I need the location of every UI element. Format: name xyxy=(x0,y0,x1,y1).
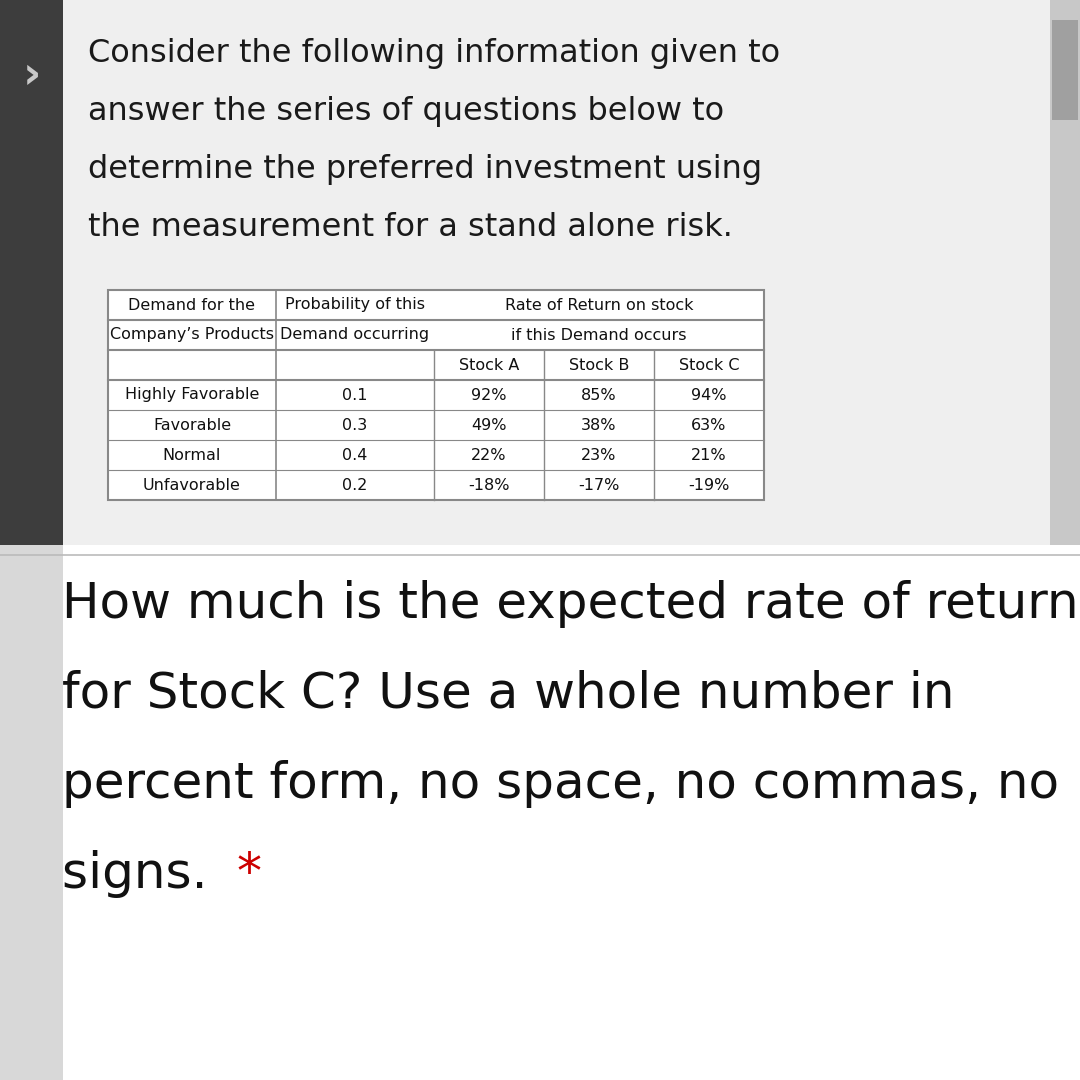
Text: -18%: -18% xyxy=(469,477,510,492)
Text: 38%: 38% xyxy=(581,418,617,432)
Text: Demand for the: Demand for the xyxy=(129,297,256,312)
Bar xyxy=(0,0,1080,545)
Text: 49%: 49% xyxy=(471,418,507,432)
Text: percent form, no space, no commas, no: percent form, no space, no commas, no xyxy=(62,760,1059,808)
Text: Stock A: Stock A xyxy=(459,357,519,373)
Text: Stock B: Stock B xyxy=(569,357,630,373)
Text: 92%: 92% xyxy=(471,388,507,403)
Text: Normal: Normal xyxy=(163,447,221,462)
Text: Stock C: Stock C xyxy=(678,357,739,373)
Text: ›: › xyxy=(23,54,41,96)
Bar xyxy=(0,545,63,1080)
Text: Rate of Return on stock: Rate of Return on stock xyxy=(504,297,693,312)
Text: -19%: -19% xyxy=(688,477,730,492)
Text: 0.3: 0.3 xyxy=(342,418,367,432)
Text: Demand occurring: Demand occurring xyxy=(281,327,430,342)
Text: 0.4: 0.4 xyxy=(342,447,367,462)
Text: Unfavorable: Unfavorable xyxy=(143,477,241,492)
Text: answer the series of questions below to: answer the series of questions below to xyxy=(87,96,724,127)
Text: if this Demand occurs: if this Demand occurs xyxy=(511,327,687,342)
Text: 21%: 21% xyxy=(691,447,727,462)
Text: Highly Favorable: Highly Favorable xyxy=(125,388,259,403)
Text: *: * xyxy=(237,850,262,897)
Text: 94%: 94% xyxy=(691,388,727,403)
Text: -17%: -17% xyxy=(578,477,620,492)
Text: Favorable: Favorable xyxy=(153,418,231,432)
Text: 0.1: 0.1 xyxy=(342,388,368,403)
Text: Consider the following information given to: Consider the following information given… xyxy=(87,38,780,69)
Text: the measurement for a stand alone risk.: the measurement for a stand alone risk. xyxy=(87,212,733,243)
Text: 85%: 85% xyxy=(581,388,617,403)
Text: for Stock C? Use a whole number in: for Stock C? Use a whole number in xyxy=(62,670,955,718)
Bar xyxy=(108,291,764,500)
Text: 23%: 23% xyxy=(581,447,617,462)
Bar xyxy=(1052,21,1078,120)
Text: How much is the expected rate of return: How much is the expected rate of return xyxy=(62,580,1079,627)
Text: signs.: signs. xyxy=(62,850,224,897)
Text: Company’s Products: Company’s Products xyxy=(110,327,274,342)
Text: 63%: 63% xyxy=(691,418,727,432)
Bar xyxy=(1050,0,1080,545)
Text: Probability of this: Probability of this xyxy=(285,297,426,312)
Bar xyxy=(0,0,63,545)
Text: 22%: 22% xyxy=(471,447,507,462)
Text: 0.2: 0.2 xyxy=(342,477,367,492)
Text: determine the preferred investment using: determine the preferred investment using xyxy=(87,154,762,185)
